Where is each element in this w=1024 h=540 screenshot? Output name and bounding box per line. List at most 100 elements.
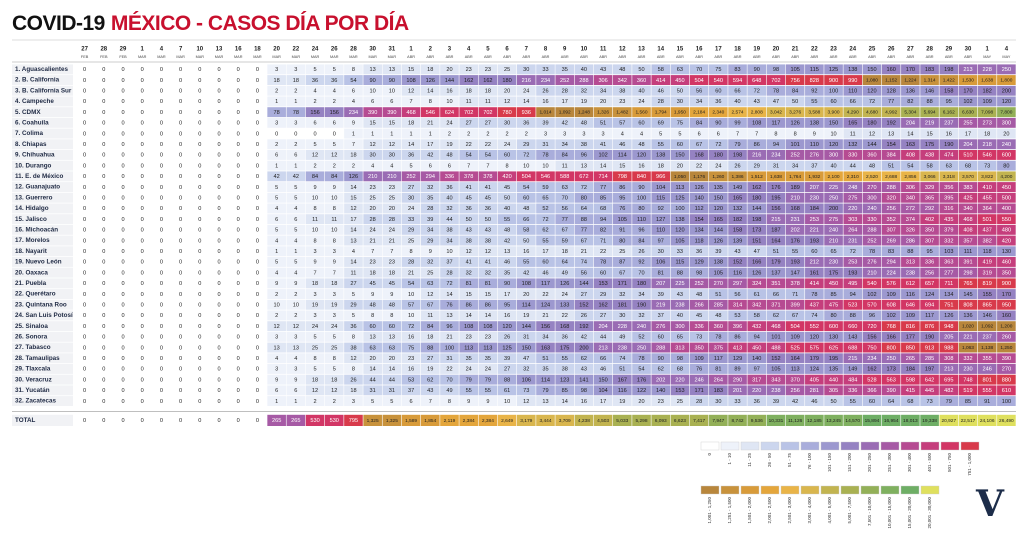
cell <box>267 385 286 396</box>
cell-value: 104 <box>656 185 665 191</box>
cell <box>382 139 402 150</box>
cell <box>440 267 459 278</box>
cell <box>901 203 920 214</box>
cell <box>689 321 709 332</box>
cell-value: 384 <box>887 153 896 159</box>
cell-value: 475 <box>829 303 838 309</box>
cell <box>190 117 210 128</box>
cell-value: 152 <box>771 356 780 362</box>
cell-value: 4,290 <box>847 110 859 116</box>
cell <box>286 235 306 246</box>
cell <box>75 289 94 299</box>
header-day: 10 <box>581 47 588 53</box>
cell-value: 250 <box>829 196 838 202</box>
cell <box>843 299 863 310</box>
cell <box>824 160 843 171</box>
cell-value: 117 <box>771 121 780 127</box>
cell-value: 16 <box>408 367 414 373</box>
cell <box>881 267 901 278</box>
cell <box>939 150 959 160</box>
cell <box>516 160 536 171</box>
cell <box>939 385 959 396</box>
cell <box>824 374 843 385</box>
cell <box>728 85 747 96</box>
cell <box>709 257 728 267</box>
cell-value: 364 <box>983 206 992 212</box>
cell <box>785 150 805 160</box>
cell <box>497 85 517 96</box>
cell-value: 158 <box>733 228 742 234</box>
cell <box>132 85 152 96</box>
cell <box>920 235 939 246</box>
cell-value: 61 <box>754 292 760 298</box>
title-main: MÉXICO - CASOS DÍA POR DÍA <box>111 12 409 35</box>
cell-value: 86 <box>619 185 625 191</box>
cell <box>267 214 286 225</box>
cell-value: 97 <box>754 367 760 373</box>
cell <box>209 150 229 160</box>
cell <box>344 385 363 396</box>
cell <box>920 414 939 426</box>
cell-value: 0 <box>102 238 105 244</box>
cell <box>824 214 843 225</box>
cell-value: 4 <box>371 163 374 169</box>
cell <box>881 289 901 299</box>
cell <box>94 107 114 118</box>
cell-value: 78 <box>715 335 721 341</box>
state-label: 4. Campeche <box>15 98 54 105</box>
cell-value: 0 <box>83 217 86 223</box>
cell <box>613 342 632 353</box>
cell <box>824 224 843 235</box>
header-month: ABR <box>638 55 646 59</box>
cell <box>344 107 363 118</box>
cell-value: 14 <box>600 163 606 169</box>
cell <box>516 289 536 299</box>
cell-value: 138 <box>714 260 723 266</box>
cell <box>420 64 440 75</box>
cell-value: 356 <box>944 185 953 191</box>
cell <box>401 128 421 139</box>
cell-value: 6 <box>698 131 701 137</box>
cell <box>190 364 210 374</box>
cell <box>939 224 959 235</box>
cell <box>958 310 978 321</box>
cell <box>344 364 363 374</box>
cell <box>805 64 824 75</box>
cell <box>267 396 286 406</box>
cell-value: 540 <box>714 78 723 84</box>
cell-value: 1,764 <box>789 174 801 180</box>
cell-value: 117 <box>925 313 934 319</box>
cell <box>632 107 651 118</box>
cell-value: 0 <box>121 131 124 137</box>
cell <box>286 150 306 160</box>
cell-value: 57 <box>619 121 625 127</box>
cell-value: 49 <box>619 335 625 341</box>
cell <box>689 257 709 267</box>
cell-value: 66 <box>734 89 740 95</box>
cell-value: 0 <box>83 121 86 127</box>
cell-value: 5,694 <box>924 110 936 116</box>
cell <box>843 150 863 160</box>
cell <box>75 171 94 182</box>
cell-value: 67 <box>619 270 625 276</box>
cell-value: 20 <box>638 399 644 405</box>
cell-value: 0 <box>179 99 182 105</box>
cell-value: 81 <box>466 281 472 287</box>
cell <box>363 321 382 332</box>
cell <box>497 385 517 396</box>
cell <box>228 203 248 214</box>
cell-value: 0 <box>160 249 163 255</box>
cell-value: 37 <box>811 163 817 169</box>
cell <box>881 160 901 171</box>
cell <box>516 139 536 150</box>
cell-value: 0 <box>160 206 163 212</box>
cell <box>977 128 997 139</box>
cell <box>190 107 210 118</box>
cell <box>709 203 728 214</box>
header-day: 12 <box>619 47 626 53</box>
cell <box>171 139 190 150</box>
cell-value: 0 <box>217 377 220 383</box>
cell <box>305 235 325 246</box>
cell <box>613 385 632 396</box>
cell-value: 0 <box>217 238 220 244</box>
